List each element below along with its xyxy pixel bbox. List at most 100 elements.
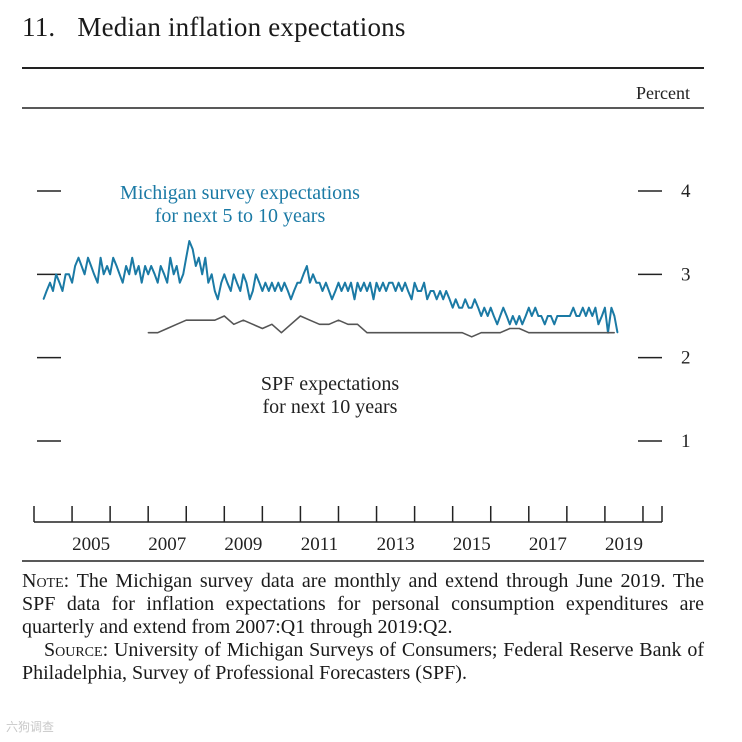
data-point-michigan-16 (93, 273, 95, 275)
data-point-spf-16 (299, 315, 301, 317)
data-point-spf-20 (337, 319, 340, 321)
data-point-michigan-140 (487, 315, 489, 317)
data-point-michigan-88 (321, 290, 324, 292)
data-point-spf-42 (547, 332, 549, 334)
data-point-michigan-162 (556, 315, 558, 317)
data-point-spf-10 (242, 319, 244, 321)
data-point-michigan-72 (271, 282, 273, 284)
data-point-michigan-99 (356, 282, 359, 284)
data-point-michigan-22 (112, 257, 114, 259)
data-point-michigan-41 (173, 273, 175, 275)
data-point-michigan-170 (582, 307, 584, 309)
data-point-michigan-38 (163, 273, 165, 275)
data-point-michigan-18 (100, 257, 102, 259)
data-point-michigan-60 (233, 273, 235, 275)
data-point-michigan-76 (283, 282, 285, 284)
series-line-spf (148, 315, 615, 338)
data-point-michigan-168 (575, 315, 578, 317)
series-label-spf-line-1: SPF expectations (261, 373, 400, 395)
data-point-michigan-54 (214, 290, 216, 292)
data-point-michigan-82 (302, 273, 305, 275)
data-point-michigan-23 (116, 265, 118, 267)
data-point-michigan-123 (433, 290, 435, 292)
series-label-michigan-line-1: Michigan survey expectations (120, 182, 360, 204)
data-point-michigan-146 (506, 315, 508, 317)
data-point-michigan-161 (553, 323, 555, 325)
data-point-michigan-75 (280, 290, 282, 292)
data-point-michigan-137 (477, 307, 479, 309)
data-point-michigan-49 (198, 257, 200, 259)
data-point-michigan-179 (610, 307, 613, 309)
note-paragraph: Note: The Michigan survey data are month… (22, 570, 704, 639)
data-point-michigan-112 (398, 282, 400, 284)
data-point-spf-46 (585, 332, 587, 334)
data-point-michigan-154 (531, 315, 533, 317)
data-point-michigan-30 (138, 265, 140, 267)
data-point-michigan-145 (502, 307, 504, 309)
data-point-michigan-62 (239, 290, 241, 292)
data-point-michigan-53 (211, 273, 213, 275)
source-lead: Source: (44, 639, 109, 661)
data-point-michigan-174 (594, 307, 597, 309)
data-point-michigan-21 (109, 273, 111, 275)
data-point-michigan-57 (223, 273, 225, 275)
data-point-michigan-113 (401, 290, 403, 292)
data-point-spf-48 (604, 332, 606, 334)
data-point-michigan-118 (417, 290, 419, 292)
data-point-michigan-11 (77, 257, 80, 259)
data-point-michigan-56 (220, 282, 222, 284)
data-point-michigan-105 (375, 282, 378, 284)
data-point-michigan-92 (334, 290, 336, 292)
data-point-spf-45 (575, 332, 578, 334)
series-layer (42, 240, 619, 338)
data-point-michigan-70 (264, 282, 266, 284)
data-point-michigan-175 (597, 323, 600, 325)
series-label-michigan: Michigan survey expectations for next 5 t… (120, 182, 360, 227)
data-point-spf-12 (261, 327, 263, 330)
data-point-michigan-102 (366, 290, 368, 292)
data-point-spf-14 (280, 332, 282, 334)
data-point-michigan-9 (71, 282, 73, 284)
data-point-spf-36 (490, 332, 492, 334)
data-point-michigan-158 (544, 323, 546, 325)
data-point-spf-4 (185, 319, 187, 321)
data-point-michigan-120 (423, 282, 425, 284)
data-point-spf-11 (252, 323, 254, 325)
data-point-michigan-52 (207, 282, 209, 284)
data-point-spf-38 (509, 327, 511, 330)
data-point-michigan-110 (391, 282, 394, 284)
data-point-spf-29 (423, 332, 425, 334)
data-point-michigan-136 (474, 298, 476, 300)
data-point-spf-18 (318, 323, 321, 325)
inflation-expectations-chart: Percent 1 2 3 4 2005 2007 2009 2011 2013 2015 201… (22, 67, 704, 562)
data-point-spf-30 (433, 332, 435, 334)
data-point-michigan-153 (528, 307, 530, 309)
data-point-spf-28 (414, 332, 416, 334)
data-point-michigan-124 (436, 298, 438, 300)
data-point-michigan-31 (141, 282, 143, 284)
watermark-logo: 六狗调查 (6, 720, 55, 734)
figure-notes: Note: The Michigan survey data are month… (22, 570, 704, 685)
data-point-michigan-55 (217, 298, 219, 300)
data-point-michigan-144 (499, 315, 501, 317)
data-point-michigan-45 (185, 257, 187, 259)
data-point-michigan-6 (61, 290, 64, 292)
x-tick-label-2015: 2015 (453, 534, 491, 555)
data-point-michigan-29 (135, 273, 137, 275)
data-point-michigan-169 (578, 315, 581, 317)
data-point-michigan-73 (274, 290, 276, 292)
data-point-michigan-135 (471, 307, 473, 309)
data-point-michigan-122 (430, 290, 432, 292)
data-point-spf-40 (528, 332, 530, 334)
data-point-michigan-40 (169, 257, 171, 259)
figure-title: 11. Median inflation expectations (22, 12, 406, 43)
data-point-michigan-149 (515, 323, 517, 325)
data-point-michigan-171 (585, 315, 587, 317)
data-point-michigan-160 (550, 315, 552, 317)
data-point-michigan-108 (385, 290, 387, 292)
data-point-michigan-152 (525, 315, 527, 317)
data-point-michigan-93 (337, 282, 340, 284)
data-point-michigan-150 (518, 315, 520, 317)
data-point-michigan-126 (442, 298, 444, 300)
data-point-michigan-15 (90, 265, 92, 267)
